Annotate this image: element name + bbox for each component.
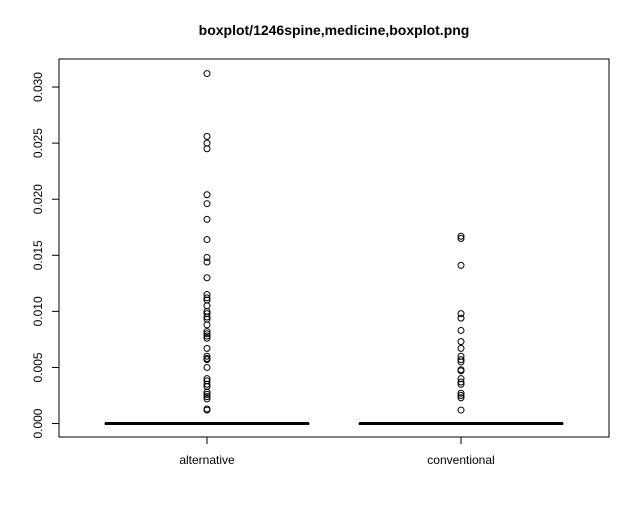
chart-title: boxplot/1246spine,medicine,boxplot.png: [199, 22, 470, 38]
outlier-point: [457, 391, 465, 399]
outlier-point: [203, 344, 211, 352]
y-tick-label: 0.025: [31, 128, 45, 158]
outlier-point: [457, 338, 465, 346]
y-tick-label: 0.020: [31, 184, 45, 214]
outlier-point: [203, 388, 211, 396]
outlier-point: [203, 258, 211, 266]
outlier-point: [457, 261, 465, 269]
box-group: [104, 70, 564, 426]
outlier-point: [203, 363, 211, 371]
x-tick-label: conventional: [427, 453, 494, 467]
outlier-point: [203, 70, 211, 78]
y-tick-label: 0.030: [31, 72, 45, 102]
outlier-point: [203, 313, 211, 321]
outlier-point: [203, 145, 211, 153]
outlier-point: [457, 358, 465, 366]
outlier-point: [203, 393, 211, 401]
y-tick-label: 0.015: [31, 240, 45, 270]
outlier-point: [203, 390, 211, 398]
outlier-point: [457, 367, 465, 375]
y-tick-label: 0.005: [31, 352, 45, 382]
outlier-point: [203, 328, 211, 336]
outlier-point: [457, 378, 465, 386]
outlier-point: [457, 389, 465, 397]
outlier-point: [203, 330, 211, 338]
x-tick-label: alternative: [179, 453, 235, 467]
outlier-point: [203, 332, 211, 340]
y-tick-label: 0.010: [31, 296, 45, 326]
outlier-point: [203, 215, 211, 223]
outlier-point: [203, 236, 211, 244]
outlier-point: [203, 302, 211, 310]
plot-frame: [58, 58, 610, 438]
outlier-point: [203, 352, 211, 360]
outlier-point: [203, 380, 211, 388]
outlier-point: [457, 380, 465, 388]
outlier-point: [457, 310, 465, 318]
outlier-point: [457, 406, 465, 414]
x-axis: alternative conventional: [179, 436, 495, 467]
outlier-point: [457, 356, 465, 364]
outlier-point: [457, 314, 465, 322]
outlier-point: [203, 139, 211, 147]
y-tick-label: 0.000: [31, 408, 45, 438]
outlier-point: [203, 191, 211, 199]
y-axis: 0.000 0.005 0.010 0.015 0.020 0.025 0.030: [31, 72, 60, 439]
outlier-point: [457, 344, 465, 352]
box-conventional: [358, 232, 564, 426]
outlier-point: [203, 294, 211, 302]
outlier-point: [203, 321, 211, 329]
box-alternative: [104, 70, 310, 426]
outlier-point: [203, 406, 211, 414]
outlier-point: [457, 326, 465, 334]
outlier-point: [203, 200, 211, 208]
outlier-point: [457, 234, 465, 242]
outlier-point: [203, 132, 211, 140]
outlier-point: [203, 334, 211, 342]
outlier-point: [203, 274, 211, 282]
outlier-point: [457, 394, 465, 402]
outlier-point: [457, 232, 465, 240]
outlier-point: [203, 254, 211, 262]
outlier-point: [203, 356, 211, 364]
outlier-point: [203, 395, 211, 403]
